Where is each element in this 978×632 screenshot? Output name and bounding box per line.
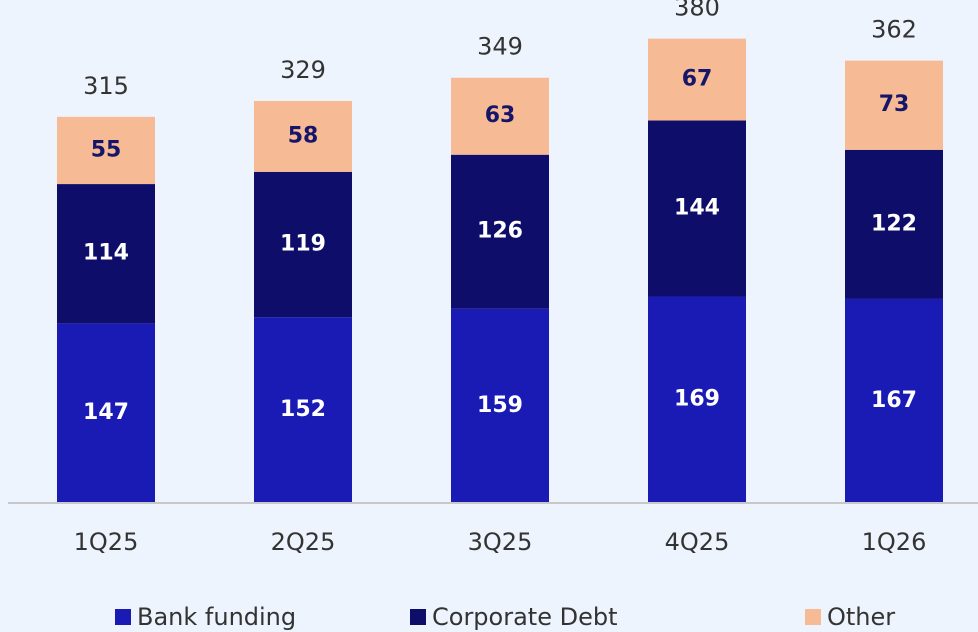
legend-label: Bank funding (137, 603, 296, 631)
data-label: 122 (871, 211, 917, 236)
data-label: 147 (83, 400, 129, 425)
data-label: 114 (83, 241, 129, 266)
data-label: 169 (674, 387, 720, 412)
data-label: 144 (674, 195, 720, 220)
total-label: 315 (83, 72, 129, 100)
bar-segment (57, 184, 155, 324)
bar-segment (648, 38, 746, 121)
bar-segment (57, 116, 155, 185)
bar-segment (451, 77, 549, 155)
legend-swatch (410, 609, 426, 625)
bar-segment (57, 323, 155, 503)
x-tick-label: 1Q26 (862, 528, 927, 556)
x-tick-label: 3Q25 (468, 528, 533, 556)
bar-segment (845, 298, 943, 503)
total-label: 362 (871, 16, 917, 44)
data-label: 126 (477, 219, 523, 244)
legend-label: Corporate Debt (432, 603, 618, 631)
data-label: 159 (477, 393, 523, 418)
data-label: 73 (879, 92, 910, 117)
data-label: 63 (485, 103, 516, 128)
total-label: 349 (477, 33, 523, 61)
data-label: 58 (288, 123, 319, 148)
legend-swatch (805, 609, 821, 625)
bar-segment (254, 317, 352, 503)
bar-segment (451, 308, 549, 503)
bar-segment (254, 171, 352, 318)
bar-segment (451, 154, 549, 309)
legend-label: Other (827, 603, 895, 631)
x-tick-label: 2Q25 (271, 528, 336, 556)
total-label: 329 (280, 56, 326, 84)
bar-segment (254, 100, 352, 172)
total-label: 380 (674, 0, 720, 22)
data-label: 152 (280, 397, 326, 422)
x-tick-label: 4Q25 (665, 528, 730, 556)
x-tick-label: 1Q25 (74, 528, 139, 556)
data-label: 55 (91, 137, 122, 162)
data-label: 167 (871, 388, 917, 413)
data-label: 67 (682, 67, 713, 92)
data-label: 119 (280, 232, 326, 257)
bar-segment (845, 60, 943, 150)
bar-segment (648, 296, 746, 503)
legend-swatch (115, 609, 131, 625)
bar-segment (648, 120, 746, 297)
bar-segment (845, 149, 943, 299)
